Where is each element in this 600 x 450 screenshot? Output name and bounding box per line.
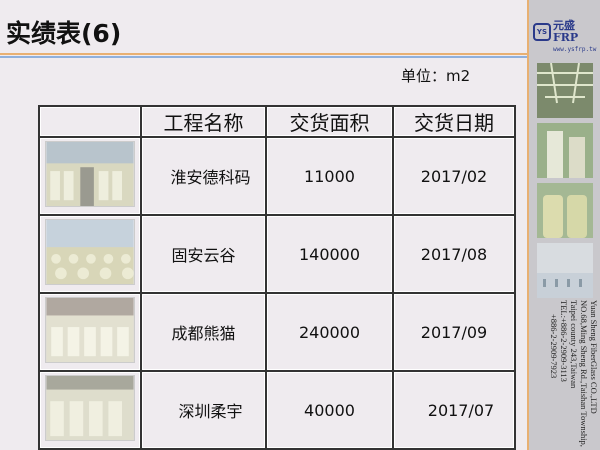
address-line: NO.68,Ming Sheng Rd.,Taishan Township, xyxy=(579,300,589,447)
logo-mark-icon: YS xyxy=(533,23,551,41)
delivery-date: 2017/08 xyxy=(392,214,516,294)
page-title: 实绩表(6) xyxy=(6,19,122,48)
delivery-area: 140000 xyxy=(265,214,394,294)
delivery-date: 2017/02 xyxy=(392,136,516,216)
header-image xyxy=(38,105,142,138)
address-line: +886-2-2909-7923 xyxy=(549,314,559,379)
project-name: 成都熊猫 xyxy=(140,292,267,372)
address-line: Taipei county 243,Taiwan xyxy=(569,300,579,389)
sidebar: YS 元盛FRP www.ysfrp.tw Yuan Sheng FiberGl… xyxy=(527,0,600,450)
delivery-date: 2017/07 xyxy=(392,370,516,450)
project-name: 深圳柔宇 xyxy=(140,370,267,450)
sidebar-photo-ceiling xyxy=(537,63,593,118)
table-row: 深圳柔宇 40000 2017/07 xyxy=(38,370,516,450)
header-date: 交货日期 xyxy=(392,105,516,138)
sidebar-photo-floor xyxy=(537,243,593,298)
table-row: 固安云谷 140000 2017/08 xyxy=(38,214,516,294)
project-photo xyxy=(45,375,135,441)
sidebar-photo-silos xyxy=(537,183,593,238)
results-table: 工程名称 交货面积 交货日期 淮安德科码 11000 2017/02 固安云谷 … xyxy=(38,105,516,450)
title-divider-orange xyxy=(0,53,527,55)
sidebar-photo-tanks xyxy=(537,123,593,178)
project-photo xyxy=(45,219,135,285)
header-project-name: 工程名称 xyxy=(140,105,267,138)
logo-url: www.ysfrp.tw xyxy=(553,46,597,53)
delivery-date: 2017/09 xyxy=(392,292,516,372)
table-row: 成都熊猫 240000 2017/09 xyxy=(38,292,516,372)
delivery-area: 240000 xyxy=(265,292,394,372)
address-line: TEL:+886-2-2909-3113 xyxy=(559,300,569,382)
address-line: Yuan Sheng FiberGlass CO.,LTD xyxy=(589,300,599,414)
project-name: 淮安德科码 xyxy=(140,136,267,216)
logo-name: 元盛FRP xyxy=(552,19,579,44)
delivery-area: 11000 xyxy=(265,136,394,216)
title-divider-blue xyxy=(0,56,527,58)
table-row: 淮安德科码 11000 2017/02 xyxy=(38,136,516,216)
header-area: 交货面积 xyxy=(265,105,394,138)
company-address: Yuan Sheng FiberGlass CO.,LTD NO.68,Ming… xyxy=(549,300,599,450)
project-photo xyxy=(45,141,135,207)
project-photo xyxy=(45,297,135,363)
unit-label: 单位：m2 xyxy=(401,67,471,85)
project-name: 固安云谷 xyxy=(140,214,267,294)
delivery-area: 40000 xyxy=(265,370,394,450)
table-header: 工程名称 交货面积 交货日期 xyxy=(38,105,516,138)
company-logo: YS 元盛FRP xyxy=(533,19,600,44)
